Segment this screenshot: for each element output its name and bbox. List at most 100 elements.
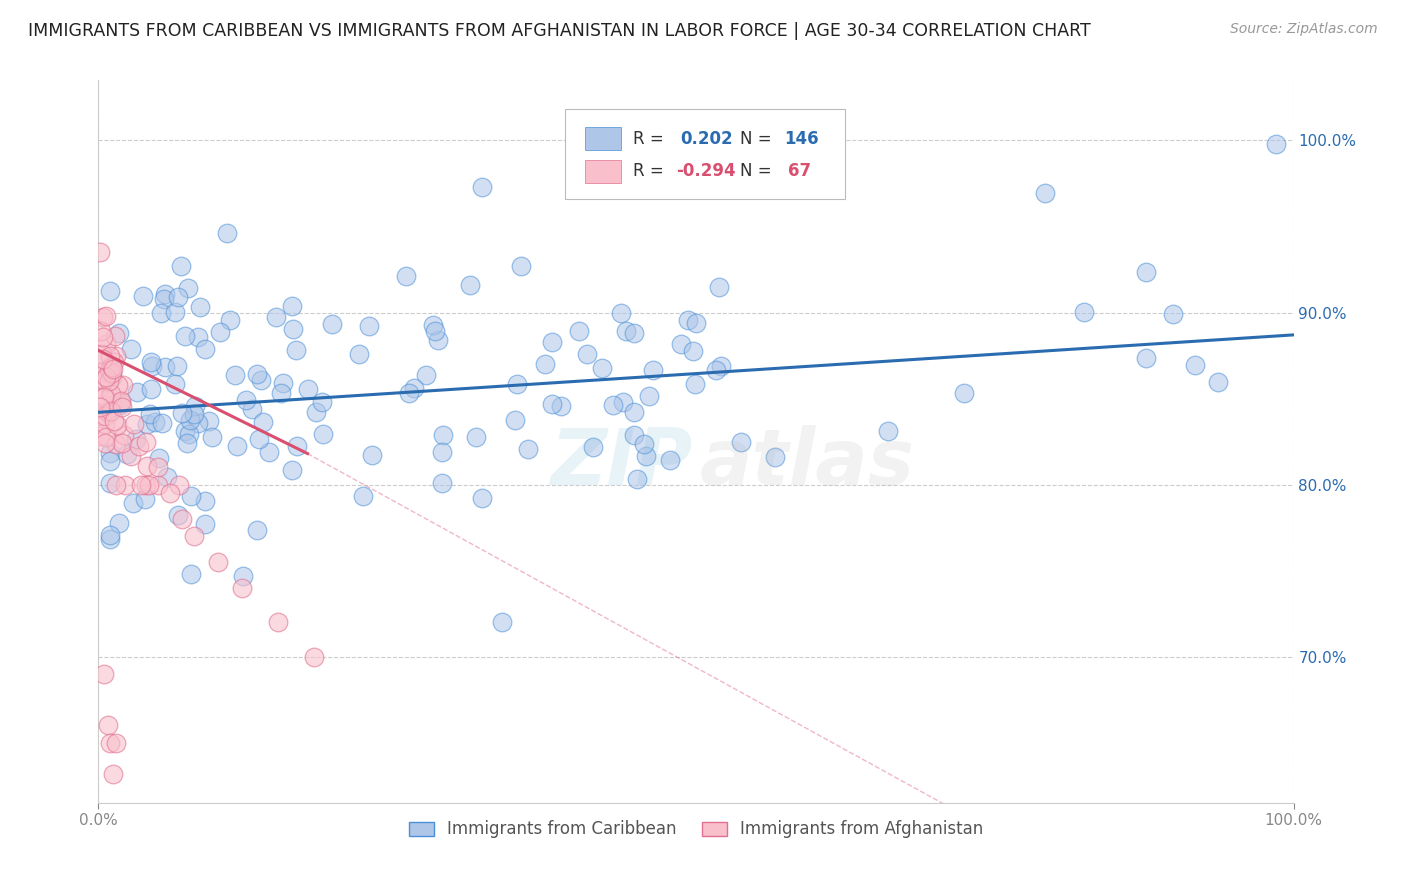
Point <box>132 289 155 303</box>
Point <box>188 300 211 314</box>
Point <box>643 362 665 376</box>
Point <box>267 615 290 630</box>
Point <box>97 374 120 388</box>
Point <box>98 349 121 363</box>
Point <box>510 259 533 273</box>
Point <box>128 439 150 453</box>
Point <box>264 310 287 324</box>
Point <box>96 363 118 377</box>
Point <box>321 317 343 331</box>
Point <box>89 245 111 260</box>
Point <box>97 405 120 419</box>
Point <box>568 324 591 338</box>
Point <box>281 463 304 477</box>
Point <box>111 400 134 414</box>
Point <box>575 347 598 361</box>
Point <box>682 343 704 358</box>
Point <box>422 318 444 333</box>
Point <box>184 399 207 413</box>
Point <box>167 477 190 491</box>
Point <box>111 378 134 392</box>
Point <box>427 334 450 348</box>
Point <box>141 354 163 368</box>
Point <box>209 325 232 339</box>
Point <box>91 329 114 343</box>
Point <box>312 427 335 442</box>
Point <box>93 373 115 387</box>
Point <box>97 718 120 732</box>
Point <box>110 396 132 410</box>
Point <box>460 278 482 293</box>
Point <box>183 529 205 543</box>
Point <box>505 376 527 391</box>
Point <box>98 284 122 298</box>
Point <box>94 309 117 323</box>
Bar <box>585 128 620 151</box>
Point <box>284 343 307 358</box>
Point <box>1206 375 1229 389</box>
Point <box>432 428 454 442</box>
Point <box>281 322 304 336</box>
Point <box>297 382 319 396</box>
Point <box>311 395 333 409</box>
Point <box>138 407 160 421</box>
Point <box>302 649 325 664</box>
Text: N =: N = <box>740 162 778 180</box>
Point <box>89 381 111 395</box>
Point <box>94 369 117 384</box>
Point <box>94 389 117 403</box>
Point <box>98 363 121 377</box>
Point <box>167 290 190 304</box>
Point <box>287 439 309 453</box>
Point <box>281 299 304 313</box>
Point <box>471 179 494 194</box>
Point <box>148 460 170 475</box>
Point <box>170 259 193 273</box>
Point <box>101 766 124 780</box>
Point <box>246 523 269 537</box>
Point <box>172 406 194 420</box>
Point <box>100 398 122 412</box>
Point <box>193 516 215 531</box>
Point <box>155 286 177 301</box>
Point <box>93 310 115 325</box>
Point <box>678 313 700 327</box>
Point <box>465 429 488 443</box>
Point <box>491 615 513 630</box>
Point <box>125 432 148 446</box>
Point <box>141 382 163 396</box>
Point <box>114 477 136 491</box>
Point <box>100 404 122 418</box>
Point <box>704 363 727 377</box>
Point <box>1135 351 1157 366</box>
Point <box>1033 186 1056 200</box>
Point <box>135 477 157 491</box>
Point <box>146 477 169 491</box>
Point <box>176 435 198 450</box>
Point <box>432 444 454 458</box>
Text: 0.202: 0.202 <box>681 130 733 148</box>
Point <box>134 491 156 506</box>
Point <box>763 450 786 464</box>
Point <box>224 368 246 382</box>
Point <box>89 429 111 443</box>
Point <box>174 329 197 343</box>
Point <box>423 324 446 338</box>
Point <box>953 386 976 401</box>
Point <box>876 424 898 438</box>
Point <box>633 436 655 450</box>
Point <box>135 434 157 449</box>
Point <box>107 418 129 433</box>
Point <box>198 414 221 428</box>
Point <box>398 386 420 401</box>
Point <box>1161 307 1184 321</box>
Point <box>94 337 117 351</box>
Point <box>540 334 562 349</box>
Point <box>124 417 146 432</box>
Point <box>143 415 166 429</box>
Point <box>101 370 124 384</box>
Point <box>107 378 129 392</box>
Point <box>271 376 294 390</box>
Point <box>533 357 555 371</box>
Point <box>541 397 564 411</box>
